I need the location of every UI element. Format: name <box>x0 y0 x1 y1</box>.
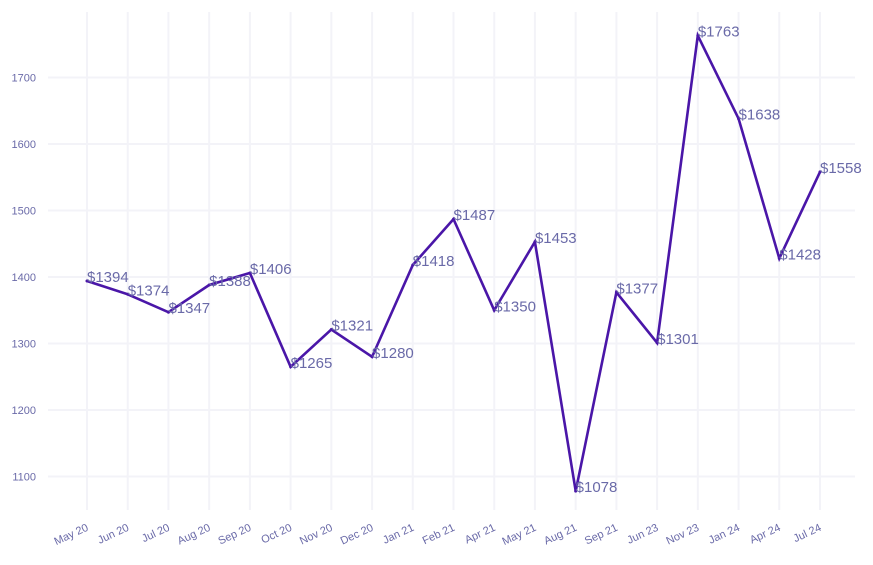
data-label: $1377 <box>616 280 658 297</box>
x-tick-label: Jun 20 <box>96 522 131 547</box>
x-tick-label: Sep 20 <box>216 522 253 548</box>
x-tick-label: Dec 20 <box>339 522 376 548</box>
data-label: $1418 <box>413 253 455 270</box>
data-point <box>207 283 211 287</box>
data-label: $1301 <box>657 331 699 348</box>
data-point <box>492 308 496 312</box>
data-point <box>574 489 578 493</box>
x-tick-label: Jun 23 <box>625 522 660 547</box>
x-tick-label: Nov 23 <box>664 522 701 548</box>
data-label: $1265 <box>291 355 333 372</box>
x-tick-label: Jan 24 <box>707 522 742 547</box>
y-tick-label: 1100 <box>12 472 36 484</box>
data-point <box>614 290 618 294</box>
data-point <box>126 292 130 296</box>
x-tick-label: Apr 21 <box>463 522 497 547</box>
x-tick-label: Jan 21 <box>381 522 416 547</box>
data-point <box>655 341 659 345</box>
x-axis-ticks: May 20 Jun 20 Jul 20 Aug 20 Sep 20 Oct 20 Nov … <box>52 522 823 548</box>
x-tick-label: Aug 21 <box>542 522 579 548</box>
data-label: $1558 <box>820 160 862 177</box>
series-line-group <box>85 31 822 493</box>
x-tick-label: Jul 20 <box>140 522 172 545</box>
y-axis-ticks: 1100 1200 1300 1400 1500 1600 1700 <box>12 73 36 484</box>
data-label: $1428 <box>779 246 821 263</box>
x-tick-label: Nov 20 <box>298 522 335 548</box>
data-label: $1763 <box>698 24 740 41</box>
x-tick-label: Aug 20 <box>176 522 213 548</box>
y-tick-label: 1300 <box>12 339 36 351</box>
data-point <box>452 217 455 221</box>
y-tick-label: 1400 <box>12 272 36 284</box>
x-tick-label: Apr 24 <box>748 522 782 547</box>
data-labels: $1394$1374$1347 $1388$1406 $1265 $1321 $1280… <box>87 24 862 497</box>
data-label: $1280 <box>372 345 414 362</box>
data-point <box>85 279 89 283</box>
data-point <box>166 310 170 314</box>
data-label: $1321 <box>331 318 373 335</box>
data-point <box>370 355 374 359</box>
data-point <box>289 365 293 369</box>
data-point <box>818 170 822 174</box>
x-tick-label: Jul 24 <box>792 522 824 545</box>
data-label: $1078 <box>576 479 618 496</box>
data-label: $1453 <box>535 230 577 247</box>
x-tick-label: Oct 20 <box>259 522 293 547</box>
data-point <box>696 34 700 38</box>
data-point <box>777 256 781 260</box>
data-label: $1394 <box>87 269 129 286</box>
data-label: $1638 <box>739 107 781 124</box>
data-label: $1388 <box>209 273 251 290</box>
data-point <box>533 240 537 244</box>
x-tick-label: Sep 21 <box>583 522 620 548</box>
y-tick-label: 1500 <box>12 206 36 218</box>
y-tick-label: 1600 <box>12 139 36 151</box>
data-point <box>248 271 252 275</box>
x-tick-label: May 20 <box>52 522 90 548</box>
data-label: $1350 <box>494 298 536 315</box>
x-tick-label: Feb 21 <box>421 522 457 547</box>
data-point <box>329 328 333 332</box>
data-label: $1487 <box>454 207 496 224</box>
data-label: $1347 <box>168 300 210 317</box>
data-point <box>411 263 415 267</box>
x-tick-label: May 21 <box>500 522 538 548</box>
y-tick-label: 1700 <box>12 73 36 85</box>
data-label: $1406 <box>250 261 292 278</box>
data-point <box>737 117 741 121</box>
y-tick-label: 1200 <box>12 405 36 417</box>
data-label: $1374 <box>128 282 170 299</box>
